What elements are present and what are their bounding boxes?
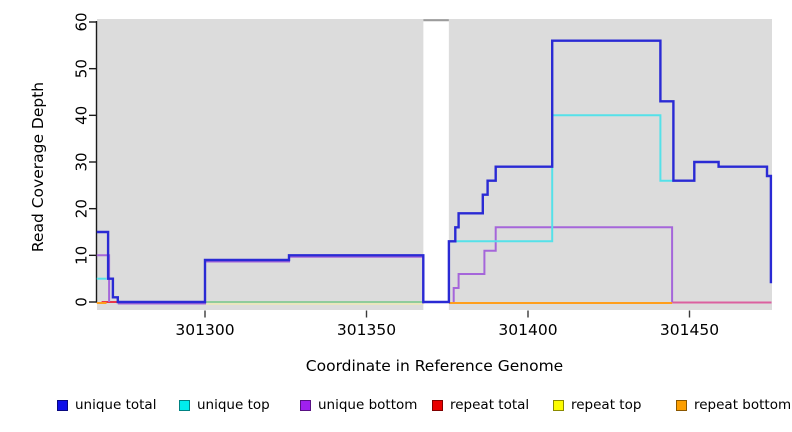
legend-swatch-icon bbox=[432, 399, 443, 411]
legend-item-unique-total: unique total bbox=[57, 394, 156, 416]
legend-item-repeat-total: repeat total bbox=[432, 394, 529, 416]
y-tick-label: 20 bbox=[73, 199, 91, 218]
series-unique-total bbox=[96, 39, 773, 304]
y-axis-title: Read Coverage Depth bbox=[29, 81, 47, 253]
y-tick-label: 60 bbox=[73, 12, 91, 31]
y-tick-label: 50 bbox=[73, 59, 91, 78]
legend-swatch-icon bbox=[676, 399, 687, 411]
legend-swatch-icon bbox=[179, 399, 190, 411]
y-tick-label: 10 bbox=[73, 246, 91, 265]
gap-band bbox=[423, 19, 449, 310]
x-tick-label: 301350 bbox=[337, 321, 396, 339]
series-unique-bottom bbox=[452, 226, 674, 302]
series-unique-top bbox=[450, 114, 674, 243]
legend-item-unique-top: unique top bbox=[179, 394, 270, 416]
legend-item-label: repeat total bbox=[450, 397, 530, 413]
legend-item-label: unique total bbox=[75, 397, 157, 413]
legend-item-repeat-bottom: repeat bottom bbox=[676, 394, 791, 416]
legend-item-repeat-top: repeat top bbox=[553, 394, 641, 416]
x-axis-title: Coordinate in Reference Genome bbox=[305, 357, 564, 375]
legend-item-label: repeat top bbox=[571, 397, 642, 413]
x-tick-label: 301400 bbox=[498, 321, 557, 339]
y-tick-label: 30 bbox=[73, 152, 91, 171]
y-tick-label: 0 bbox=[73, 297, 91, 307]
x-tick-label: 301300 bbox=[175, 321, 234, 339]
legend-item-label: unique bottom bbox=[318, 397, 418, 413]
legend-item-label: unique top bbox=[197, 397, 270, 413]
legend-swatch-icon bbox=[300, 399, 311, 411]
legend-swatch-icon bbox=[553, 399, 564, 411]
legend-swatch-icon bbox=[57, 399, 68, 411]
legend-item-unique-bottom: unique bottom bbox=[300, 394, 417, 416]
y-tick-label: 40 bbox=[73, 106, 91, 125]
legend: unique total unique top unique bottom repea… bbox=[0, 394, 792, 418]
legend-item-label: repeat bottom bbox=[694, 397, 792, 413]
x-tick-label: 301450 bbox=[660, 321, 719, 339]
